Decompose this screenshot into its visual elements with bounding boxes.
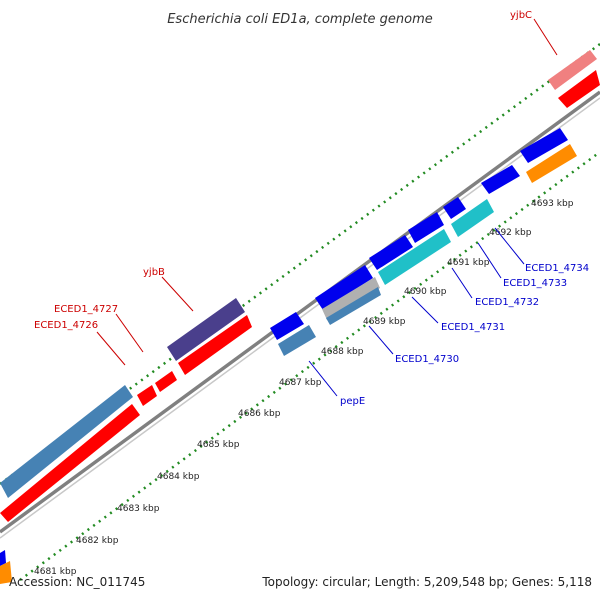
gene-red-small-a[interactable] [155, 371, 177, 392]
gene-blue-4734a[interactable] [520, 128, 568, 163]
gene-label-ECED1_4734[interactable]: ECED1_4734 [525, 263, 589, 274]
outer-tick-track [0, 42, 600, 486]
gene-cyan-4731[interactable] [378, 229, 451, 285]
gene-blue-4732[interactable] [408, 212, 444, 243]
tick-label-4692: 4692 kbp [489, 228, 532, 238]
gene-label-pepE[interactable]: pepE [340, 396, 365, 407]
gene-steelblue-4730[interactable] [326, 287, 381, 325]
tick-label-4688: 4688 kbp [321, 347, 364, 357]
gene-red-long[interactable] [0, 404, 140, 522]
gene-label-yjbB[interactable]: yjbB [143, 267, 165, 278]
scale-labels: 4681 kbp 4682 kbp 4683 kbp 4684 kbp 4685… [34, 199, 574, 577]
tick-label-4687: 4687 kbp [279, 378, 322, 388]
map-title: Escherichia coli ED1a, complete genome [167, 12, 433, 27]
tick-label-4691: 4691 kbp [447, 258, 490, 268]
gene-label-ECED1_4726[interactable]: ECED1_4726 [34, 320, 98, 331]
gene-label-ECED1_4727[interactable]: ECED1_4727 [54, 304, 118, 315]
gene-steelblue-pepE[interactable] [278, 325, 316, 356]
gene-red-small-b[interactable] [137, 385, 157, 406]
reverse-label-leaders [308, 227, 525, 397]
gene-label-yjbC[interactable]: yjbC [510, 10, 532, 21]
gene-label-ECED1_4731[interactable]: ECED1_4731 [441, 322, 505, 333]
tick-label-4686: 4686 kbp [238, 409, 281, 419]
tick-label-4681: 4681 kbp [34, 567, 77, 577]
gene-orange-edge[interactable] [0, 561, 12, 584]
gene-steelblue-4726[interactable] [0, 385, 133, 498]
tick-label-4693: 4693 kbp [531, 199, 574, 209]
gene-yjbB[interactable] [167, 298, 245, 361]
gene-orange[interactable] [526, 144, 577, 183]
gene-blue-4733[interactable] [443, 197, 466, 219]
gene-label-ECED1_4730[interactable]: ECED1_4730 [395, 354, 459, 365]
inner-tick-track [19, 150, 600, 582]
tick-label-4689: 4689 kbp [363, 317, 406, 327]
gene-cyan-4733[interactable] [451, 199, 494, 237]
reverse-strand-genes [0, 128, 577, 584]
tick-label-4682: 4682 kbp [76, 536, 119, 546]
forward-gene-labels: yjbC yjbB ECED1_4727 ECED1_4726 [34, 10, 532, 331]
forward-strand-genes [0, 50, 600, 522]
forward-label-leaders [96, 18, 558, 366]
gene-blue-4730[interactable] [315, 265, 373, 310]
tick-label-4690: 4690 kbp [404, 287, 447, 297]
gene-red-4727[interactable] [178, 315, 252, 375]
reverse-gene-labels: pepE ECED1_4730 ECED1_4731 ECED1_4732 EC… [340, 263, 589, 407]
genome-backbone [0, 90, 600, 539]
gene-blue-4731[interactable] [369, 235, 413, 270]
genome-summary-text: Topology: circular; Length: 5,209,548 bp… [261, 575, 592, 589]
gene-label-ECED1_4733[interactable]: ECED1_4733 [503, 278, 567, 289]
gene-blue-4734b[interactable] [481, 165, 520, 194]
tick-label-4685: 4685 kbp [197, 440, 240, 450]
gene-label-ECED1_4732[interactable]: ECED1_4732 [475, 297, 539, 308]
gene-yjbC-pink[interactable] [548, 50, 597, 90]
gene-blue-pepE[interactable] [270, 312, 304, 340]
gene-silver-4730[interactable] [322, 277, 380, 320]
tick-label-4684: 4684 kbp [157, 472, 200, 482]
gene-yjbC-red[interactable] [558, 70, 600, 108]
tick-label-4683: 4683 kbp [117, 504, 160, 514]
gene-blue-edge[interactable] [0, 550, 6, 566]
accession-text: Accession: NC_011745 [9, 575, 145, 589]
